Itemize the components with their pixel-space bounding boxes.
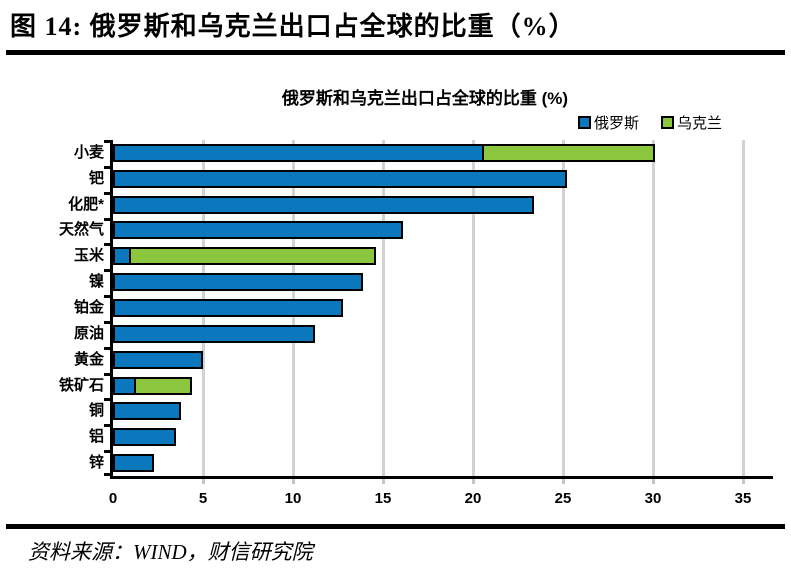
bottom-divider [6, 524, 785, 529]
legend-label: 乌克兰 [676, 115, 722, 132]
x-tick-label: 20 [464, 490, 482, 507]
bar-row [113, 324, 315, 343]
top-divider [6, 50, 785, 55]
plot-area: 0 5 10 15 20 25 30 35 小麦钯化肥* 天然气玉米镍铂金原油黄金铁矿石铜铝锌 [59, 140, 773, 507]
x-axis-tick [472, 479, 475, 484]
category-label: 铁矿石 [58, 376, 104, 394]
gridline [742, 140, 745, 476]
x-axis-tick [652, 479, 655, 484]
x-tick-label: 35 [734, 490, 752, 507]
category-label: 小麦 [73, 143, 104, 161]
x-tick-label: 25 [554, 490, 572, 507]
bar-segment-russia [113, 299, 344, 317]
bar-row [113, 350, 203, 369]
bar-row [113, 221, 403, 240]
y-axis-tick [104, 295, 110, 299]
y-axis-tick [104, 450, 110, 454]
legend-item: 俄罗斯 [577, 112, 639, 133]
bar-segment-russia [113, 402, 182, 421]
x-axis-tick [742, 479, 745, 484]
bar-row [113, 143, 655, 162]
bar-segment-ukraine [129, 247, 376, 266]
legend-item: 乌克兰 [660, 112, 722, 133]
gridline [562, 140, 565, 476]
chart-legend: 俄罗斯 乌克兰 [577, 112, 722, 133]
chart-title: 俄罗斯和乌克兰出口占全球的比重 (%) [281, 89, 569, 108]
bar-segment-russia [113, 195, 535, 214]
y-axis-tick [104, 320, 110, 324]
y-axis-tick [104, 424, 110, 428]
y-axis-tick [104, 191, 110, 195]
y-axis-tick [104, 269, 110, 273]
category-label: 钯 [88, 169, 104, 187]
y-axis-tick [104, 140, 110, 143]
figure-caption: 图 14: 俄罗斯和乌克兰出口占全球的比重（%） [10, 12, 576, 41]
bar-segment-russia [113, 324, 315, 343]
x-tick-label: 10 [284, 490, 302, 507]
bar-segment-ukraine [134, 376, 193, 395]
bar-row [113, 273, 364, 292]
bar-segment-russia [113, 350, 203, 369]
category-label: 铜 [88, 402, 104, 420]
category-label: 铝 [88, 428, 104, 446]
y-axis-tick [104, 165, 110, 169]
bar-segment-ukraine [481, 143, 655, 162]
legend-swatch-ukraine [660, 116, 674, 129]
bar-segment-russia [113, 169, 567, 188]
category-label: 原油 [73, 324, 104, 342]
bar-segment-russia [113, 143, 484, 162]
x-axis-tick [202, 479, 205, 484]
category-label: 化肥* [68, 195, 104, 213]
gridline [382, 140, 385, 476]
y-axis-tick [104, 346, 110, 350]
x-tick-label: 5 [198, 490, 208, 507]
x-axis-tick [382, 479, 385, 484]
gridline [472, 140, 475, 476]
bar-segment-russia [113, 221, 403, 240]
category-label: 镍 [88, 273, 104, 291]
y-axis-tick [104, 473, 110, 476]
x-axis-tick [292, 479, 295, 484]
x-axis-tick [562, 479, 565, 484]
category-label: 玉米 [73, 247, 104, 265]
category-label: 铂金 [73, 299, 104, 316]
x-tick-label: 0 [108, 490, 118, 507]
bar-row [113, 402, 182, 421]
bar-segment-russia [113, 376, 137, 395]
bar-row [113, 299, 344, 317]
bar-row [113, 428, 176, 447]
category-label: 锌 [88, 454, 104, 472]
gridline [652, 140, 655, 476]
category-label: 黄金 [73, 350, 104, 368]
y-axis-tick [104, 372, 110, 376]
bar-segment-russia [113, 273, 364, 292]
source-note: 资料来源：WIND，财信研究院 [28, 540, 313, 564]
bar-row [113, 376, 193, 395]
category-label: 天然气 [58, 221, 104, 239]
bar-row [113, 454, 155, 473]
y-axis-tick [104, 398, 110, 402]
x-tick-label: 30 [644, 490, 662, 507]
bar-segment-russia [113, 428, 176, 447]
bar-segment-russia [113, 454, 155, 473]
y-axis-tick [104, 217, 110, 221]
x-tick-label: 15 [374, 490, 392, 507]
bar-row [113, 195, 535, 214]
bar-row [113, 247, 376, 266]
y-axis-tick [104, 243, 110, 247]
legend-label: 俄罗斯 [593, 115, 639, 132]
bar-row [113, 169, 567, 188]
legend-swatch-russia [577, 116, 591, 129]
